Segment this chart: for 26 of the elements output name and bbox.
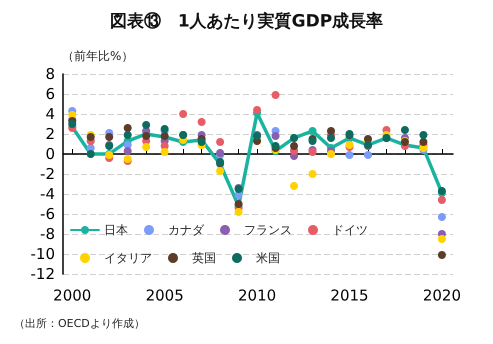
y-tick-label: -4 <box>40 185 55 203</box>
x-tick-label: 2005 <box>146 286 184 304</box>
y-tick-label: -6 <box>40 205 55 223</box>
y-tick-label: 8 <box>45 65 55 83</box>
x-tick-label: 2020 <box>422 286 462 304</box>
y-tick-label: 0 <box>45 145 55 163</box>
x-tick-label: 2010 <box>238 286 276 304</box>
x-tick-label: 2000 <box>53 286 92 304</box>
x-tick-label: 2015 <box>330 286 369 304</box>
chart-title: 図表⑬ 1人あたり実質GDP成長率 <box>110 12 384 32</box>
legend-label: フランス <box>244 223 292 237</box>
y-axis-title: （前年比%） <box>62 49 134 63</box>
y-tick-label: -8 <box>40 225 55 243</box>
text: （出所：OECDより作成） <box>14 317 145 330</box>
y-tick-label: -10 <box>30 245 55 263</box>
y-tick-label: -12 <box>30 265 55 283</box>
legend-label: 英国 <box>192 251 216 265</box>
y-tick-label: 2 <box>45 125 55 143</box>
legend-label: 日本 <box>104 223 128 237</box>
legend-label: イタリア <box>104 251 152 265</box>
y-tick-label: 4 <box>45 105 55 123</box>
legend-label: カナダ <box>168 223 205 237</box>
y-tick-label: 6 <box>45 85 55 103</box>
legend-label: 米国 <box>256 251 280 265</box>
legend-label: ドイツ <box>332 223 368 237</box>
y-tick-label: -2 <box>40 165 55 183</box>
